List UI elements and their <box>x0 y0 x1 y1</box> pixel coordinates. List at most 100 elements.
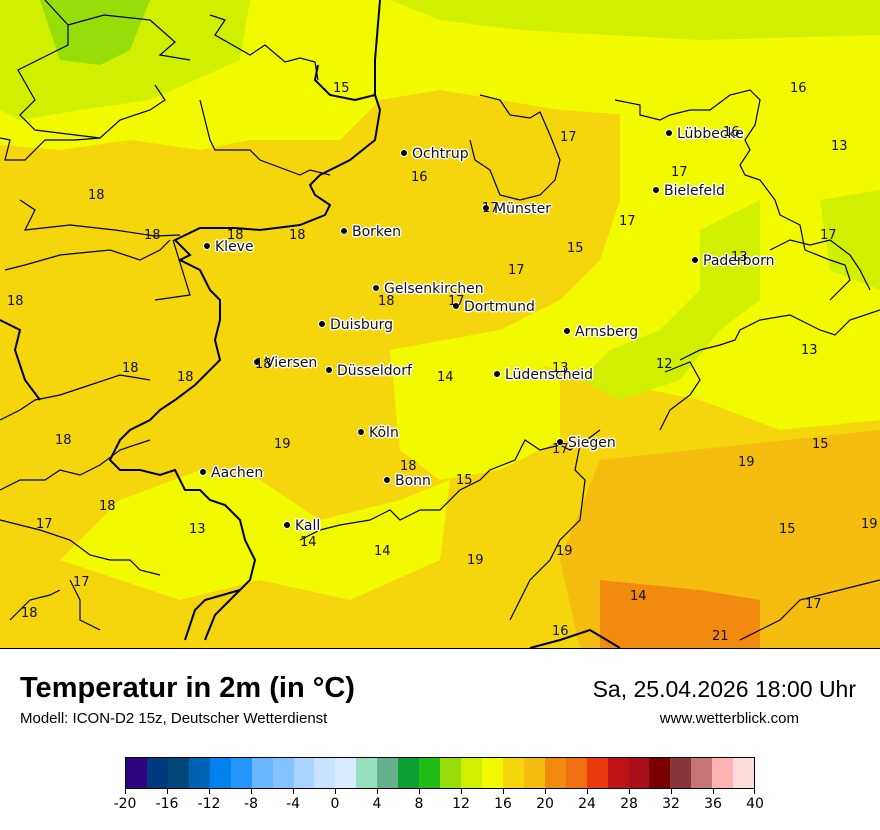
city-marker-icon <box>340 227 348 235</box>
city-name: Lüdenscheid <box>505 367 594 383</box>
colorbar-swatch <box>649 758 671 788</box>
colorbar-swatch <box>523 758 545 788</box>
colorbar-swatch <box>167 758 189 788</box>
city-label: Kleve <box>203 240 254 254</box>
city-name: Bonn <box>395 473 431 489</box>
city-marker-icon <box>493 370 501 378</box>
temperature-value: 18 <box>289 228 306 243</box>
colorbar-swatch <box>670 758 692 788</box>
colorbar-tick-mark <box>209 789 210 794</box>
website-link[interactable]: www.wetterblick.com <box>659 710 799 727</box>
temperature-value: 18 <box>55 433 72 448</box>
city-marker-icon <box>556 438 564 446</box>
temperature-value: 19 <box>556 544 573 559</box>
colorbar-swatch <box>691 758 713 788</box>
colorbar-tick-mark <box>671 789 672 794</box>
colorbar-tick-label: 20 <box>536 796 554 812</box>
colorbar-tick-mark <box>251 789 252 794</box>
temperature-value: 17 <box>671 165 688 180</box>
colorbar-tick-mark <box>419 789 420 794</box>
colorbar-tick-mark <box>125 789 126 794</box>
colorbar-tick-label: 16 <box>494 796 512 812</box>
city-marker-icon <box>383 476 391 484</box>
colorbar-swatch <box>293 758 315 788</box>
temperature-value: 12 <box>656 357 673 372</box>
temperature-value: 14 <box>630 589 647 604</box>
temperature-value: 17 <box>36 517 53 532</box>
temperature-value: 18 <box>177 370 194 385</box>
city-label: Bonn <box>383 474 431 488</box>
temperature-value: 18 <box>255 357 272 372</box>
colorbar-tick-mark <box>713 789 714 794</box>
city-label: Lüdenscheid <box>493 368 593 382</box>
colorbar-swatch <box>398 758 420 788</box>
colorbar-tick-mark <box>629 789 630 794</box>
temperature-value: 13 <box>552 361 569 376</box>
temperature-value: 15 <box>812 437 829 452</box>
city-name: Arnsberg <box>575 324 639 340</box>
colorbar-swatch <box>544 758 566 788</box>
temperature-value: 17 <box>73 575 90 590</box>
colorbar-tick-mark <box>461 789 462 794</box>
colorbar-swatch <box>314 758 336 788</box>
forecast-datetime: Sa, 25.04.2026 18:00 Uhr <box>592 676 856 702</box>
temperature-value: 14 <box>300 535 317 550</box>
colorbar-swatch <box>272 758 294 788</box>
colorbar-tick-mark <box>335 789 336 794</box>
colorbar-swatch <box>377 758 399 788</box>
city-name: Kleve <box>215 239 254 255</box>
city-label: Köln <box>357 426 399 440</box>
temperature-value: 18 <box>7 294 24 309</box>
city-marker-icon <box>563 327 571 335</box>
colorbar-tick-mark <box>167 789 168 794</box>
city-name: Kall <box>295 518 321 534</box>
temperature-value: 16 <box>790 81 807 96</box>
colorbar-tick-label: 4 <box>372 796 382 812</box>
city-label: Gelsenkirchen <box>372 282 484 296</box>
city-marker-icon <box>325 366 333 374</box>
city-name: Lübbecke <box>677 126 744 142</box>
temperature-value: 16 <box>723 125 740 140</box>
temperature-value: 15 <box>567 241 584 256</box>
temperature-value: 18 <box>227 228 244 243</box>
city-name: Köln <box>369 425 399 441</box>
temperature-value: 15 <box>456 473 473 488</box>
colorbar-swatch <box>335 758 357 788</box>
city-label: Münster <box>482 202 551 216</box>
temperature-value: 18 <box>88 188 105 203</box>
temperature-value: 16 <box>552 624 569 639</box>
temperature-value: 18 <box>144 228 161 243</box>
temperature-value: 19 <box>274 437 291 452</box>
colorbar-swatch <box>712 758 734 788</box>
colorbar-tick-label: -20 <box>113 796 137 812</box>
temperature-map: Ochtrup Münster Lübbecke Bielefeld Borken Kle… <box>0 0 880 649</box>
city-name: Ochtrup <box>412 146 469 162</box>
temperature-value: 17 <box>820 228 837 243</box>
city-name: Borken <box>352 224 402 240</box>
city-label: Bielefeld <box>652 184 725 198</box>
temperature-value: 14 <box>437 370 454 385</box>
city-label: Aachen <box>199 466 263 480</box>
city-label: Viersen <box>253 356 317 370</box>
colorbar-swatch <box>607 758 629 788</box>
city-label: Kall <box>283 519 320 533</box>
colorbar-swatch <box>461 758 482 788</box>
colorbar-swatch <box>356 758 378 788</box>
colorbar-swatch <box>440 758 461 788</box>
colorbar-swatch <box>188 758 210 788</box>
city-marker-icon <box>357 428 365 436</box>
colorbar-tick-label: 0 <box>330 796 340 812</box>
city-marker-icon <box>199 468 207 476</box>
colorbar-tick-label: -8 <box>244 796 258 812</box>
temperature-value: 17 <box>619 214 636 229</box>
city-marker-icon <box>318 320 326 328</box>
colorbar-swatch <box>733 758 755 788</box>
temperature-value: 13 <box>189 522 206 537</box>
colorbar-tick-label: -4 <box>286 796 300 812</box>
chart-title: Temperatur in 2m (in °C) <box>20 672 355 704</box>
colorbar-tick-label: -16 <box>155 796 179 812</box>
temperature-value: 18 <box>21 606 38 621</box>
temperature-value: 17 <box>552 442 569 457</box>
city-name: Viersen <box>265 355 318 371</box>
temperature-value: 17 <box>560 130 577 145</box>
